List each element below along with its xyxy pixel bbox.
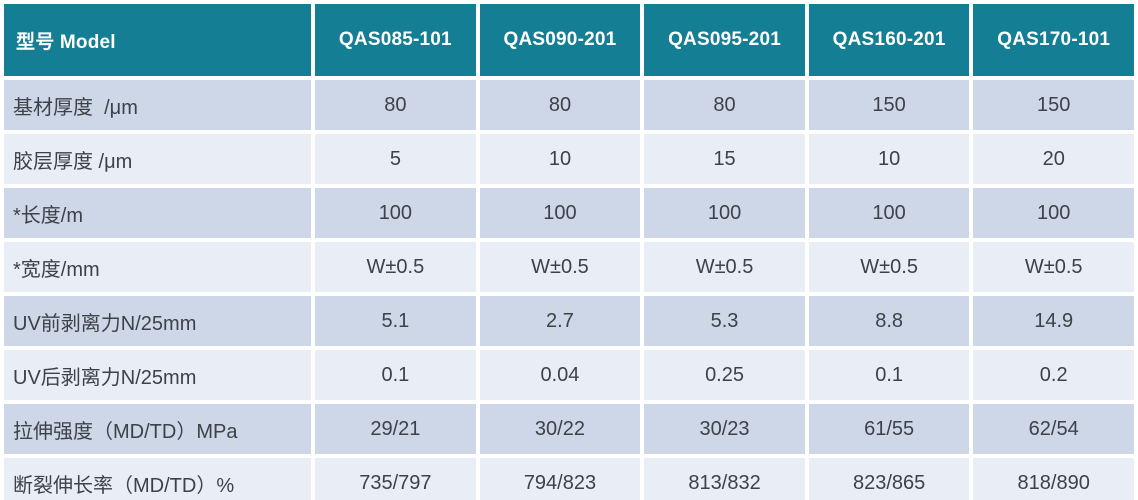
table-row: UV后剥离力N/25mm 0.1 0.04 0.25 0.1 0.2 — [4, 350, 1134, 400]
row-label: 基材厚度 /μm — [4, 80, 312, 130]
row-label: *长度/m — [4, 188, 312, 238]
cell-value: W±0.5 — [973, 242, 1134, 292]
row-label: 断裂伸长率（MD/TD）% — [4, 458, 312, 500]
cell-value: W±0.5 — [479, 242, 641, 292]
cell-value: 150 — [808, 80, 970, 130]
cell-value: 14.9 — [973, 296, 1134, 346]
cell-value: 100 — [973, 188, 1134, 238]
cell-value: 2.7 — [479, 296, 641, 346]
cell-value: 818/890 — [973, 458, 1134, 500]
cell-value: W±0.5 — [315, 242, 476, 292]
table-row: 断裂伸长率（MD/TD）% 735/797 794/823 813/832 82… — [4, 458, 1134, 500]
cell-value: 80 — [315, 80, 476, 130]
cell-value: 62/54 — [973, 404, 1134, 454]
row-label: UV后剥离力N/25mm — [4, 350, 312, 400]
cell-value: 15 — [644, 134, 805, 184]
header-col-qas160: QAS160-201 — [808, 4, 970, 76]
table-row: *宽度/mm W±0.5 W±0.5 W±0.5 W±0.5 W±0.5 — [4, 242, 1134, 292]
cell-value: 8.8 — [808, 296, 970, 346]
cell-value: 80 — [479, 80, 641, 130]
cell-value: 20 — [973, 134, 1134, 184]
cell-value: 0.2 — [973, 350, 1134, 400]
table-header: 型号 Model QAS085-101 QAS090-201 QAS095-20… — [4, 4, 1134, 76]
cell-value: 80 — [644, 80, 805, 130]
header-col-qas085: QAS085-101 — [315, 4, 476, 76]
row-label: UV前剥离力N/25mm — [4, 296, 312, 346]
table-body: 基材厚度 /μm 80 80 80 150 150 胶层厚度 /μm 5 10 … — [4, 80, 1134, 500]
cell-value: 10 — [808, 134, 970, 184]
table-row: UV前剥离力N/25mm 5.1 2.7 5.3 8.8 14.9 — [4, 296, 1134, 346]
row-label: *宽度/mm — [4, 242, 312, 292]
cell-value: 5 — [315, 134, 476, 184]
cell-value: 150 — [973, 80, 1134, 130]
header-col-qas095: QAS095-201 — [644, 4, 805, 76]
table-row: 基材厚度 /μm 80 80 80 150 150 — [4, 80, 1134, 130]
table-row: *长度/m 100 100 100 100 100 — [4, 188, 1134, 238]
cell-value: 813/832 — [644, 458, 805, 500]
header-model-label: 型号 Model — [4, 4, 312, 76]
cell-value: 61/55 — [808, 404, 970, 454]
cell-value: 0.1 — [808, 350, 970, 400]
cell-value: 10 — [479, 134, 641, 184]
cell-value: 823/865 — [808, 458, 970, 500]
cell-value: 0.1 — [315, 350, 476, 400]
cell-value: 0.04 — [479, 350, 641, 400]
row-label: 胶层厚度 /μm — [4, 134, 312, 184]
cell-value: 794/823 — [479, 458, 641, 500]
cell-value: 0.25 — [644, 350, 805, 400]
cell-value: 5.1 — [315, 296, 476, 346]
cell-value: 100 — [808, 188, 970, 238]
table-row: 拉伸强度（MD/TD）MPa 29/21 30/22 30/23 61/55 6… — [4, 404, 1134, 454]
header-row: 型号 Model QAS085-101 QAS090-201 QAS095-20… — [4, 4, 1134, 76]
cell-value: 100 — [315, 188, 476, 238]
cell-value: 30/23 — [644, 404, 805, 454]
cell-value: 100 — [644, 188, 805, 238]
header-col-qas170: QAS170-101 — [973, 4, 1134, 76]
cell-value: 100 — [479, 188, 641, 238]
cell-value: 30/22 — [479, 404, 641, 454]
header-col-qas090: QAS090-201 — [479, 4, 641, 76]
cell-value: W±0.5 — [808, 242, 970, 292]
cell-value: 5.3 — [644, 296, 805, 346]
cell-value: W±0.5 — [644, 242, 805, 292]
row-label: 拉伸强度（MD/TD）MPa — [4, 404, 312, 454]
table-row: 胶层厚度 /μm 5 10 15 10 20 — [4, 134, 1134, 184]
cell-value: 29/21 — [315, 404, 476, 454]
cell-value: 735/797 — [315, 458, 476, 500]
